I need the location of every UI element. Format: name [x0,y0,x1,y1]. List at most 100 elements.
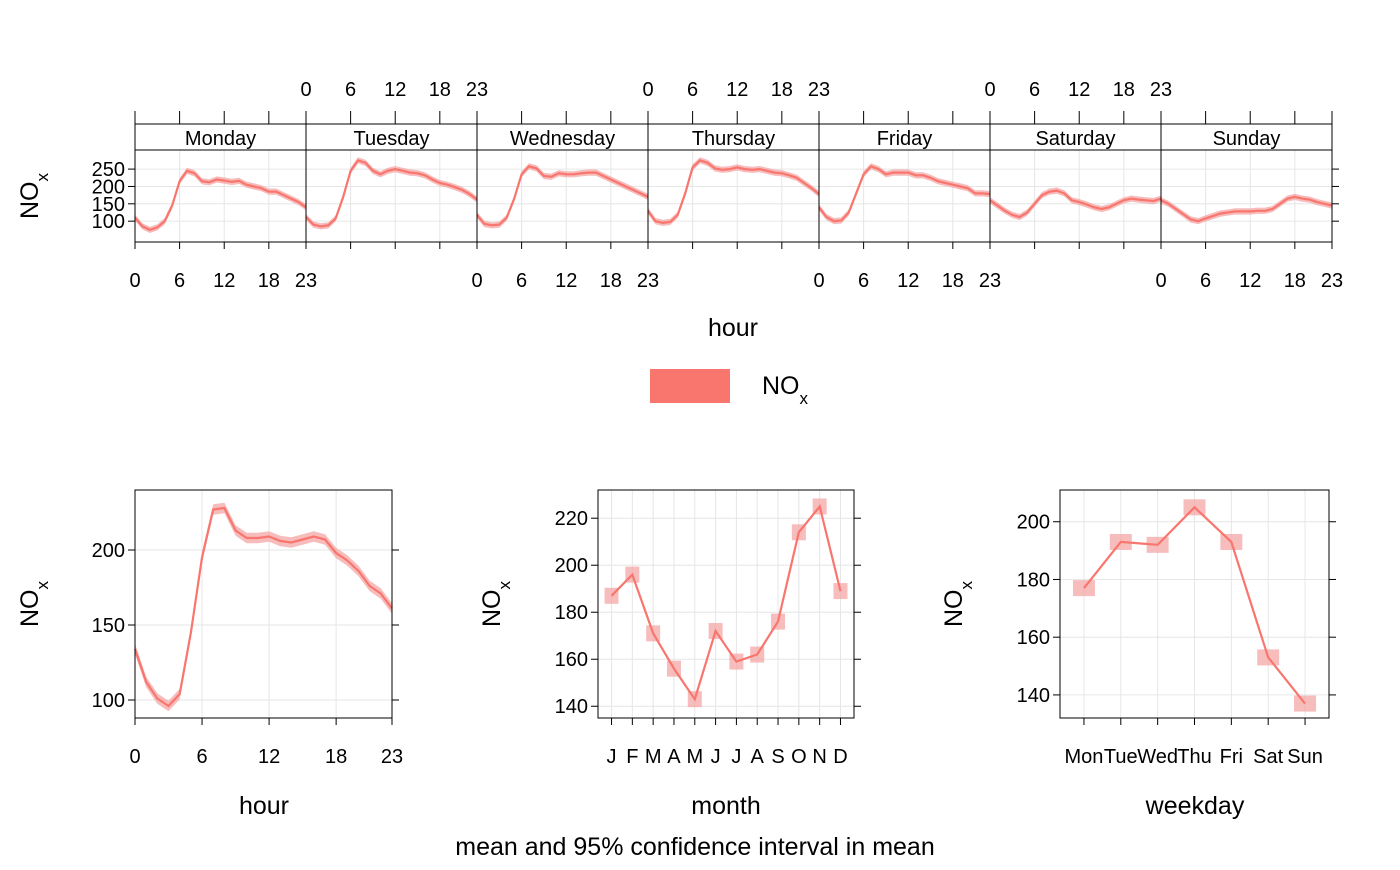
series-line [1160,195,1333,223]
y-tick-label: 140 [1017,685,1050,707]
strip-label: Sunday [1213,128,1281,150]
y-tick-label: 150 [92,194,125,216]
strip-label: Wednesday [510,128,615,150]
x-axis-title: hour [708,314,758,342]
x-tick-label: 23 [637,270,659,292]
x-tick-label: 23 [466,79,488,101]
y-axis-title: NOx [16,581,52,628]
strip-label: Tuesday [354,128,430,150]
x-tick-label: Mon [1064,746,1103,768]
x-tick-label: 6 [687,79,698,101]
facet-sunday: Sunday 0 6 12 18 23 [1155,111,1343,292]
x-tick-label: 18 [942,270,964,292]
confidence-band [990,187,1161,221]
y-tick-label: 200 [92,540,125,562]
x-tick-label: O [791,746,807,768]
x-tick-label: Wed [1137,746,1178,768]
series-line [476,165,649,227]
x-tick-label: Fri [1220,746,1243,768]
legend: NOx [650,369,809,408]
x-tick-label: 0 [642,79,653,101]
facet-monday: Monday 0 6 12 18 23 [129,111,317,292]
panel-frame [134,489,393,719]
strip-label: Monday [185,128,256,150]
x-tick-label: 23 [1321,270,1343,292]
y-tick-label: 200 [555,555,588,577]
facet-thursday: Thursday 0 6 12 18 23 [642,79,830,249]
panel-frame [989,149,1162,243]
y-tick-label: 180 [555,602,588,624]
x-tick-label: 6 [1200,270,1211,292]
x-tick-label: 18 [1113,79,1135,101]
x-tick-label: 6 [174,270,185,292]
series-line [818,165,991,223]
facet-friday: Friday 0 6 12 18 23 [813,111,1001,292]
series-line [989,189,1162,219]
x-tick-label: 12 [1239,270,1261,292]
y-axis-title: NOx [478,581,514,628]
x-tick-label: 23 [295,270,317,292]
facet-wednesday: Wednesday 0 6 12 18 23 [471,111,659,292]
facet-saturday: Saturday 0 6 12 18 23 [984,79,1172,249]
x-tick-label: 12 [384,79,406,101]
series-line [610,504,842,702]
y-tick-label: 160 [555,649,588,671]
x-tick-label: Tue [1104,746,1138,768]
x-tick-label: 18 [258,270,280,292]
y-tick-label: 160 [1017,627,1050,649]
confidence-box [1294,695,1317,712]
strip-label: Thursday [692,128,775,150]
x-tick-label: J [711,746,721,768]
series-line [305,159,478,228]
x-tick-label: 12 [1068,79,1090,101]
x-tick-label: 12 [726,79,748,101]
strip-label: Saturday [1035,128,1115,150]
x-tick-label: M [645,746,662,768]
panel-frame [1160,149,1333,243]
x-tick-label: D [833,746,847,768]
strip-label: Friday [877,128,933,150]
y-axis-title: NOx [16,173,52,220]
confidence-band [135,502,392,712]
hour-by-weekday-panel: Monday 0 6 12 18 23 Tuesday 0 6 12 18 23 Wednesday 0 6… [16,79,1343,342]
strip-box [476,123,649,151]
y-tick-label: 220 [555,508,588,530]
x-tick-label: 18 [429,79,451,101]
y-tick-label: 140 [555,696,588,718]
strip-box [1160,123,1333,151]
hour-panel: 0 6 12 18 23 100 150 200 NOx hour [16,489,403,820]
x-tick-label: 18 [600,270,622,292]
panel-frame [597,489,855,719]
x-axis-title: month [691,792,760,820]
x-tick-label: 12 [258,746,280,768]
x-tick-label: 12 [213,270,235,292]
panel-frame [818,149,991,243]
x-tick-label: 6 [196,746,207,768]
series-line [133,506,393,708]
figure-subtitle: mean and 95% confidence interval in mean [455,833,934,861]
y-axis-title: NOx [940,581,976,628]
x-tick-label: Sat [1253,746,1283,768]
x-tick-label: 6 [1029,79,1040,101]
x-tick-label: 18 [325,746,347,768]
x-tick-label: 23 [381,746,403,768]
x-tick-label: 23 [808,79,830,101]
x-tick-label: 0 [813,270,824,292]
y-tick-label: 100 [92,690,125,712]
facet-tuesday: Tuesday 0 6 12 18 23 [300,79,488,249]
x-axis-title: weekday [1145,792,1245,820]
x-tick-label: J [731,746,741,768]
x-tick-label: 23 [979,270,1001,292]
x-tick-label: 6 [516,270,527,292]
panel-frame [647,149,820,243]
x-tick-label: F [626,746,638,768]
x-tick-label: Thu [1177,746,1211,768]
x-tick-label: 18 [1284,270,1306,292]
x-tick-label: 0 [1155,270,1166,292]
x-tick-label: N [812,746,826,768]
legend-label: NOx [762,372,809,408]
x-tick-label: 0 [300,79,311,101]
